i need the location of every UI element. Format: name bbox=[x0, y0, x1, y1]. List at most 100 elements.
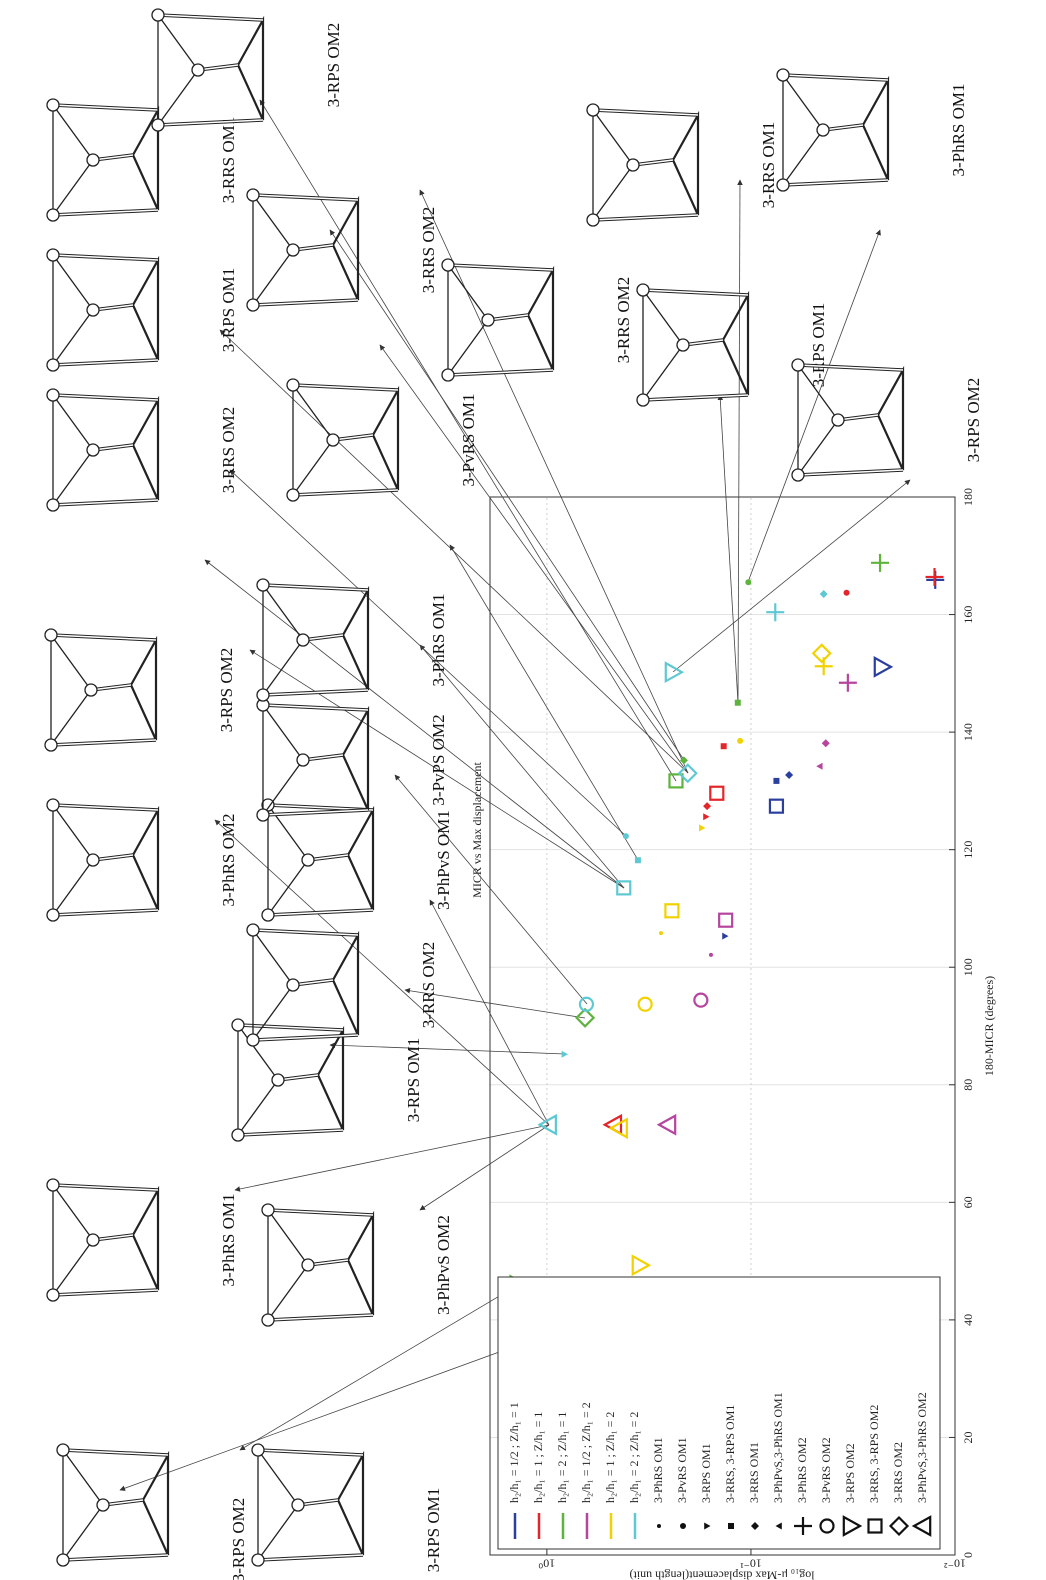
marker bbox=[888, 1515, 910, 1537]
marker bbox=[873, 655, 894, 678]
joint bbox=[246, 188, 260, 202]
marker bbox=[745, 579, 752, 586]
callout-arrow bbox=[214, 819, 550, 1126]
base bbox=[331, 195, 360, 301]
marker bbox=[637, 996, 653, 1012]
mechanism-sketch bbox=[46, 98, 160, 222]
callout-arrow bbox=[239, 1284, 519, 1451]
joint bbox=[231, 1128, 245, 1142]
leg-inner bbox=[52, 104, 159, 111]
mechanism-sketch bbox=[776, 68, 890, 192]
leg-inner bbox=[157, 14, 264, 21]
base bbox=[131, 805, 160, 911]
mechanism-label: 3-RPS OM1 bbox=[219, 268, 238, 353]
marker bbox=[728, 1523, 734, 1529]
marker bbox=[631, 1254, 652, 1277]
leg-inner bbox=[92, 154, 134, 161]
mechanism-label: 3-RPS OM1 bbox=[424, 1488, 443, 1573]
base bbox=[671, 110, 700, 216]
joint bbox=[791, 468, 805, 482]
marker bbox=[819, 1518, 835, 1534]
leg-inner bbox=[90, 684, 132, 691]
platform bbox=[237, 1023, 279, 1137]
marker bbox=[616, 880, 632, 896]
callout-arrow bbox=[419, 644, 625, 889]
mechanism-sketch bbox=[791, 358, 905, 482]
mechanism-label: 3-RRS OM1 bbox=[759, 122, 778, 208]
joint bbox=[84, 683, 98, 697]
base bbox=[141, 1450, 170, 1556]
leg-inner bbox=[292, 244, 334, 251]
marker bbox=[766, 603, 785, 622]
platform bbox=[52, 393, 94, 507]
x-tick-label: 20 bbox=[961, 1431, 975, 1443]
platform bbox=[592, 108, 634, 222]
x-tick-label: 0 bbox=[961, 1552, 975, 1558]
joint bbox=[86, 303, 100, 317]
joint bbox=[46, 1288, 60, 1302]
leg-inner bbox=[447, 369, 554, 376]
leg-inner bbox=[50, 739, 157, 746]
joint bbox=[46, 358, 60, 372]
leg-inner bbox=[797, 364, 904, 371]
leg-inner bbox=[52, 254, 159, 261]
joint bbox=[271, 1073, 285, 1087]
marker bbox=[816, 762, 823, 770]
marker bbox=[704, 1522, 711, 1530]
mechanism-sketch bbox=[261, 1203, 375, 1327]
callout-arrow bbox=[379, 344, 689, 774]
marker bbox=[657, 1524, 661, 1528]
platform bbox=[50, 633, 92, 747]
leg-inner bbox=[262, 689, 369, 696]
joint bbox=[791, 358, 805, 372]
mechanism-label: 3-PhRS OM1 bbox=[429, 593, 448, 686]
leg-inner bbox=[642, 394, 749, 401]
joint bbox=[296, 633, 310, 647]
joint bbox=[286, 978, 300, 992]
marker bbox=[561, 1050, 568, 1058]
leg-inner bbox=[682, 339, 724, 346]
platform bbox=[447, 263, 489, 377]
base bbox=[131, 395, 160, 501]
leg-inner bbox=[822, 124, 864, 131]
callout-arrow bbox=[229, 469, 627, 837]
marker bbox=[608, 1117, 628, 1140]
marker bbox=[751, 1522, 759, 1530]
joint bbox=[296, 753, 310, 767]
mechanism-label: 3-RPS OM2 bbox=[964, 378, 983, 463]
y-tick-label: 10⁻² bbox=[944, 1556, 966, 1570]
platform bbox=[292, 383, 334, 497]
platform bbox=[642, 288, 684, 402]
marker bbox=[656, 1113, 677, 1136]
joint bbox=[626, 158, 640, 172]
joint bbox=[481, 313, 495, 327]
leg-inner bbox=[267, 1209, 374, 1216]
joint bbox=[86, 1233, 100, 1247]
leg-inner bbox=[62, 1554, 169, 1561]
x-tick-label: 140 bbox=[961, 723, 975, 741]
joint bbox=[301, 853, 315, 867]
callout-arrow bbox=[234, 1124, 550, 1192]
leg-inner bbox=[237, 1129, 344, 1136]
mechanism-sketch bbox=[256, 578, 370, 702]
leg-inner bbox=[252, 1034, 359, 1041]
base bbox=[876, 365, 905, 471]
x-tick-label: 180 bbox=[961, 488, 975, 506]
callout-arrow bbox=[249, 649, 625, 889]
joint bbox=[86, 443, 100, 457]
marker bbox=[819, 589, 828, 598]
callout-arrow bbox=[259, 99, 677, 782]
platform bbox=[267, 803, 309, 917]
x-tick-label: 160 bbox=[961, 606, 975, 624]
mechanism-sketch bbox=[46, 388, 160, 512]
leg-inner bbox=[92, 444, 134, 451]
joint bbox=[586, 213, 600, 227]
leg-inner bbox=[197, 64, 239, 71]
y-axis-label: log₁₀ μ-Max displacement(length unit) bbox=[629, 1568, 814, 1580]
x-tick-label: 120 bbox=[961, 841, 975, 859]
leg-inner bbox=[252, 929, 359, 936]
x-tick-label: 100 bbox=[961, 958, 975, 976]
mechanism-label: 3-RPS OM2 bbox=[229, 1498, 248, 1580]
joint bbox=[251, 1443, 265, 1457]
